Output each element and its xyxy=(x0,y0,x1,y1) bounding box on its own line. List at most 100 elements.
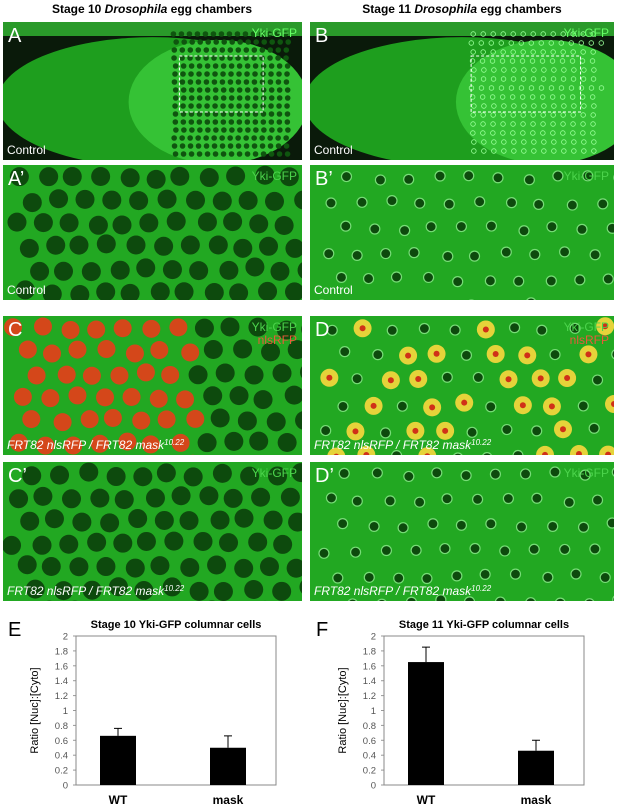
nucleus xyxy=(96,282,116,300)
channel-label: nlsRFP xyxy=(258,333,297,347)
nucleus xyxy=(187,135,193,141)
nucleus xyxy=(276,151,283,157)
clone-nucleolus xyxy=(585,351,592,358)
nucleus xyxy=(540,112,546,118)
clone-nucleus xyxy=(87,320,106,339)
nucleus xyxy=(539,94,546,100)
nucleus xyxy=(274,31,281,37)
nucleus xyxy=(521,139,527,145)
nucleus xyxy=(338,467,350,479)
nucleus xyxy=(531,103,537,109)
nucleus xyxy=(347,301,357,311)
clone-nucleolus xyxy=(519,402,526,409)
nucleus xyxy=(335,271,348,283)
nucleus xyxy=(268,95,275,101)
nucleus xyxy=(528,40,534,46)
nucleus xyxy=(599,571,611,584)
clone-nucleus xyxy=(110,366,129,385)
nucleus xyxy=(204,63,211,69)
clone-nucleus xyxy=(27,366,46,385)
clone-nucleolus xyxy=(548,403,555,410)
nucleus xyxy=(220,71,226,77)
chart-title: Stage 11 Yki-GFP columnar cells xyxy=(399,619,569,631)
nucleus xyxy=(576,223,588,235)
nucleus xyxy=(362,272,375,285)
clone-nucleus xyxy=(169,318,188,337)
nucleus xyxy=(491,148,497,154)
nucleus xyxy=(181,39,187,45)
nucleus xyxy=(252,71,258,77)
y-tick-label: 1.6 xyxy=(363,661,376,672)
nucleus xyxy=(555,597,566,601)
clone-nucleus xyxy=(13,387,32,406)
nucleus xyxy=(268,71,274,77)
caption-text: FRT82 nlsRFP / FRT82 mask xyxy=(314,584,472,598)
nucleus xyxy=(550,112,556,118)
nucleus xyxy=(259,557,279,577)
nucleus xyxy=(541,139,547,145)
nucleus xyxy=(485,220,498,232)
nucleus xyxy=(283,55,289,61)
nucleus xyxy=(134,581,154,601)
nucleus xyxy=(19,238,39,258)
nucleus xyxy=(499,94,506,100)
nucleus xyxy=(511,67,517,73)
clone-nucleus xyxy=(96,388,115,407)
x-tick-label: WT xyxy=(109,793,128,807)
nucleus xyxy=(260,87,267,93)
nucleus xyxy=(236,151,243,157)
nucleus xyxy=(253,390,273,410)
nucleus xyxy=(541,103,547,109)
nucleus xyxy=(244,63,251,69)
nucleus xyxy=(441,371,453,383)
y-tick-label: 1.2 xyxy=(363,691,376,702)
nucleus xyxy=(500,112,506,118)
nucleus xyxy=(550,49,556,55)
nucleus xyxy=(203,47,210,53)
nucleus xyxy=(196,151,203,157)
nucleus xyxy=(7,212,27,232)
nucleus xyxy=(189,127,195,133)
channel-label: Yki-GFP xyxy=(564,466,609,480)
column-title: Stage 11 Drosophila egg chambers xyxy=(362,2,562,16)
nucleus xyxy=(251,487,271,507)
nucleus xyxy=(172,71,178,77)
nucleus xyxy=(590,112,596,118)
nucleus xyxy=(551,148,557,154)
nucleus xyxy=(227,135,233,141)
nucleus xyxy=(25,579,45,599)
error-bar xyxy=(422,646,430,663)
clone-nucleus xyxy=(190,454,195,455)
nucleus xyxy=(236,95,243,101)
nucleus xyxy=(563,496,575,508)
nucleus xyxy=(588,422,600,434)
nucleus xyxy=(318,547,330,559)
nucleus xyxy=(267,79,274,85)
clone-nucleolus xyxy=(559,426,566,433)
nucleus xyxy=(120,168,140,188)
nucleus xyxy=(520,121,526,127)
nucleus xyxy=(17,555,37,575)
nucleus xyxy=(22,466,42,486)
nucleus xyxy=(228,71,234,77)
nucleus xyxy=(468,40,474,46)
nucleus xyxy=(136,258,156,278)
nucleus xyxy=(556,302,566,312)
nucleus xyxy=(204,119,211,125)
nucleus xyxy=(188,95,195,101)
nucleus xyxy=(591,67,597,73)
x-tick-label: mask xyxy=(213,793,244,807)
nucleus xyxy=(501,139,507,145)
nucleus xyxy=(558,85,565,91)
cell-region xyxy=(455,39,614,160)
nucleus xyxy=(234,558,254,578)
nucleus xyxy=(172,95,179,101)
clone-nucleus xyxy=(4,318,23,337)
nucleus xyxy=(162,577,182,597)
nucleus xyxy=(221,127,227,133)
nucleus xyxy=(210,408,230,428)
nucleus xyxy=(188,119,195,125)
nucleus xyxy=(277,39,283,45)
nucleus xyxy=(154,236,174,256)
nucleus xyxy=(435,594,447,601)
